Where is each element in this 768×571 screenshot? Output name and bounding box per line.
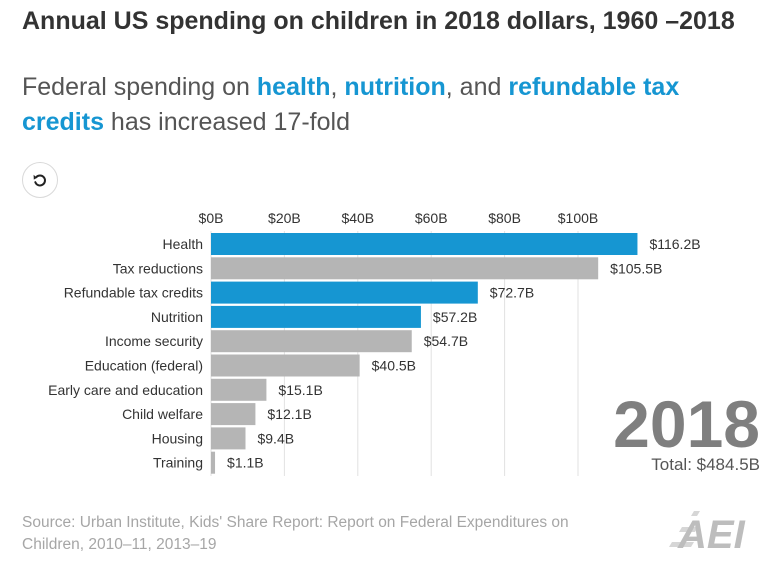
logo-text: AEI	[677, 513, 746, 553]
aei-logo: AEI	[664, 505, 756, 558]
value-label: $40.5B	[372, 358, 416, 374]
category-label: Education (federal)	[85, 358, 203, 374]
value-label: $54.7B	[424, 333, 468, 349]
year-label: 2018	[613, 387, 760, 461]
subtitle-highlight-health: health	[256, 73, 331, 101]
bar	[211, 305, 421, 328]
x-tick-label: $80B	[488, 210, 521, 226]
category-label: Nutrition	[151, 309, 203, 325]
x-tick-label: $100B	[558, 210, 598, 226]
subtitle-highlight-nutrition: nutrition	[344, 73, 446, 101]
value-label: $1.1B	[227, 455, 264, 471]
bar	[211, 403, 256, 426]
subtitle-text: has increased 17-fold	[103, 108, 350, 136]
category-label: Health	[163, 236, 203, 252]
total-label: Total: $484.5B	[651, 455, 760, 474]
value-label: $15.1B	[278, 382, 322, 398]
subtitle-text: Federal spending on	[22, 73, 257, 101]
category-label: Housing	[152, 430, 203, 446]
x-tick-label: $0B	[199, 210, 224, 226]
bar	[211, 427, 246, 450]
chart-subtitle: Federal spending on health, nutrition, a…	[22, 70, 752, 140]
replay-icon	[33, 174, 46, 187]
bar	[211, 354, 360, 377]
bar	[211, 281, 478, 304]
x-tick-label: $60B	[415, 210, 448, 226]
bar	[211, 451, 216, 474]
category-label: Early care and education	[48, 382, 203, 398]
value-label: $105.5B	[610, 260, 662, 276]
subtitle-text: , and	[445, 73, 509, 101]
category-label: Income security	[105, 333, 203, 349]
replay-button[interactable]	[22, 162, 58, 198]
value-label: $9.4B	[257, 430, 294, 446]
chart-title: Annual US spending on children in 2018 d…	[22, 7, 735, 35]
bar-chart: $0B $20B $40B $60B $80B $100B Health $116.2B Tax…	[48, 210, 701, 476]
value-label: $72.7B	[490, 285, 534, 301]
value-label: $116.2B	[649, 236, 700, 252]
bar	[211, 233, 638, 255]
logo-speed-lines	[669, 511, 700, 547]
category-label: Tax reductions	[113, 260, 203, 276]
category-label: Refundable tax credits	[64, 285, 203, 301]
category-label: Child welfare	[122, 406, 203, 422]
source-note: Source: Urban Institute, Kids' Share Rep…	[22, 514, 569, 553]
x-tick-label: $20B	[268, 210, 301, 226]
category-label: Training	[153, 455, 203, 471]
value-label: $12.1B	[267, 406, 311, 422]
bar	[211, 378, 267, 401]
value-label: $57.2B	[433, 309, 477, 325]
subtitle-highlight-refundable-tax-credits: refundable tax credits	[22, 73, 680, 136]
subtitle-text: ,	[330, 73, 345, 101]
bar	[211, 257, 599, 280]
bar	[211, 330, 412, 353]
x-tick-label: $40B	[341, 210, 374, 226]
